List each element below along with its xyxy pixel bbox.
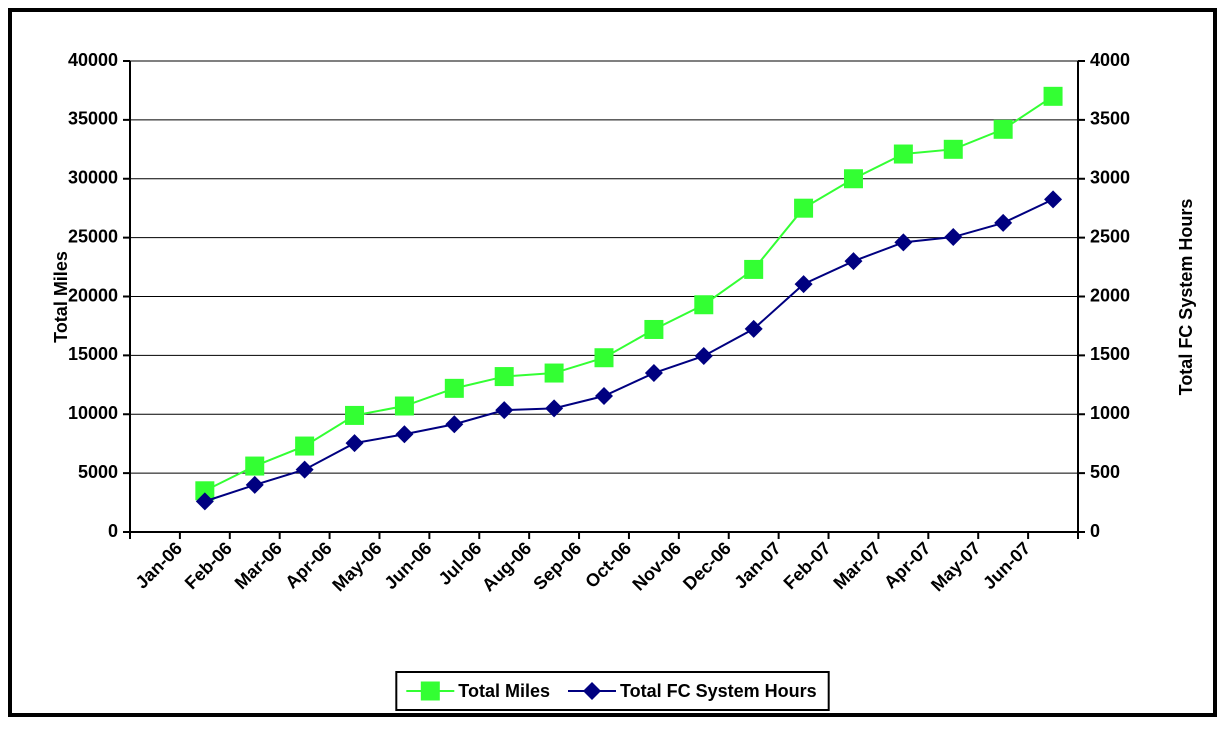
legend-label: Total FC System Hours <box>620 681 817 701</box>
data-point <box>444 378 464 398</box>
y-tick-label: 20000 <box>68 285 118 305</box>
legend: Total Miles Total FC System Hours <box>395 671 830 711</box>
data-point <box>993 119 1013 139</box>
data-point <box>495 401 514 420</box>
data-point <box>395 425 414 444</box>
y-tick-label: 0 <box>108 521 118 541</box>
data-point <box>595 386 613 405</box>
y2-tick-label: 1500 <box>1090 344 1130 364</box>
y-axis-label: Total Miles <box>51 251 71 343</box>
legend-item: Total FC System Hours <box>567 681 817 701</box>
data-point <box>644 364 663 383</box>
y2-tick-label: 3500 <box>1090 109 1130 129</box>
y2-tick-label: 2500 <box>1090 226 1130 246</box>
data-point <box>1044 190 1063 209</box>
data-point <box>494 367 514 387</box>
data-point <box>843 169 863 189</box>
data-point <box>844 252 863 271</box>
data-point <box>944 228 963 247</box>
data-point <box>545 399 564 418</box>
legend-item: Total Miles <box>406 681 550 701</box>
data-point <box>893 144 913 164</box>
y-tick-label: 30000 <box>68 168 118 188</box>
data-point <box>195 492 214 511</box>
data-point <box>994 213 1013 232</box>
legend-marker <box>420 681 440 701</box>
data-point <box>794 275 813 294</box>
data-point <box>943 139 963 159</box>
y2-tick-label: 3000 <box>1090 168 1130 188</box>
data-point <box>694 295 714 315</box>
data-point <box>1043 86 1063 106</box>
data-point <box>594 348 614 368</box>
y-tick-label: 25000 <box>68 226 118 246</box>
data-point <box>245 456 265 476</box>
data-point <box>445 415 464 434</box>
data-point <box>295 436 315 456</box>
data-point <box>744 319 763 338</box>
data-point <box>245 475 264 494</box>
data-point <box>894 233 913 252</box>
y2-axis-label: Total FC System Hours <box>1176 199 1196 396</box>
legend-label: Total Miles <box>458 681 550 701</box>
y-tick-label: 40000 <box>68 50 118 70</box>
y2-tick-label: 0 <box>1090 521 1100 541</box>
y-tick-label: 15000 <box>68 344 118 364</box>
series-line <box>204 198 1054 503</box>
data-point <box>345 434 364 453</box>
y2-tick-label: 4000 <box>1090 50 1130 70</box>
y2-tick-label: 1000 <box>1090 403 1130 423</box>
legend-marker <box>582 682 601 700</box>
data-point <box>295 460 314 479</box>
data-point <box>644 319 664 339</box>
data-point <box>544 363 564 383</box>
data-point <box>694 346 713 365</box>
y-tick-label: 35000 <box>68 109 118 129</box>
data-point <box>794 198 814 218</box>
data-point <box>744 259 764 279</box>
y2-tick-label: 2000 <box>1090 285 1130 305</box>
y-tick-label: 10000 <box>68 403 118 423</box>
y-tick-label: 5000 <box>78 462 118 482</box>
data-point <box>345 405 365 425</box>
data-point <box>394 396 414 416</box>
y2-tick-label: 500 <box>1090 462 1120 482</box>
